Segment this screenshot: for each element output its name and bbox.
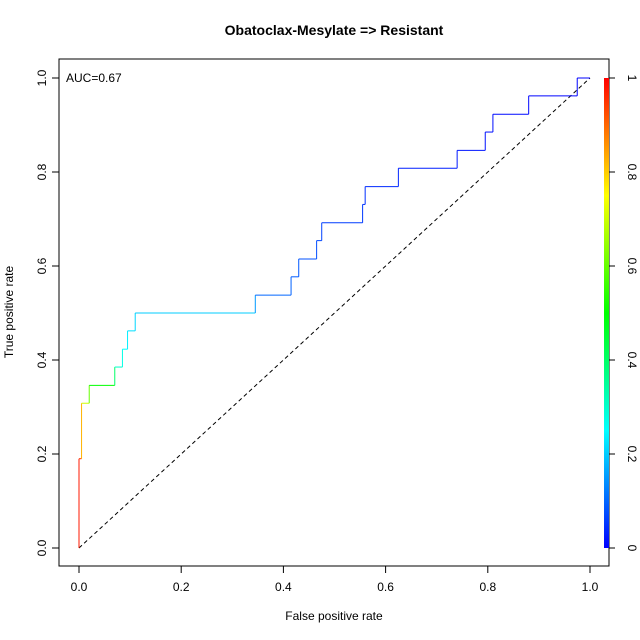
x-axis-label: False positive rate — [285, 609, 383, 623]
colorbar — [604, 78, 609, 548]
y-axis: 0.0 0.2 0.4 0.6 0.8 1.0 — [35, 69, 60, 556]
y-tick-label: 0.4 — [35, 351, 49, 368]
colorbar-tick-label: 0.4 — [625, 352, 639, 369]
y-tick-label: 0.0 — [35, 539, 49, 556]
auc-annotation: AUC=0.67 — [66, 71, 122, 85]
x-tick-label: 1.0 — [582, 580, 599, 594]
colorbar-axis: 0 0.2 0.4 0.6 0.8 1 — [609, 75, 639, 552]
colorbar-tick-label: 0.8 — [625, 164, 639, 181]
y-tick-label: 0.6 — [35, 257, 49, 274]
x-tick-label: 0.4 — [275, 580, 292, 594]
chart-title: Obatoclax-Mesylate => Resistant — [225, 22, 444, 38]
x-tick-label: 0.8 — [479, 580, 496, 594]
colorbar-tick-label: 0.6 — [625, 258, 639, 275]
x-tick-label: 0.2 — [173, 580, 190, 594]
colorbar-tick-label: 0 — [625, 545, 639, 552]
colorbar-tick-label: 0.2 — [625, 446, 639, 463]
x-axis: 0.0 0.2 0.4 0.6 0.8 1.0 — [71, 565, 599, 594]
x-tick-label: 0.6 — [377, 580, 394, 594]
colorbar-tick-label: 1 — [625, 75, 639, 82]
roc-curve — [78, 77, 590, 548]
chance-diagonal-line — [78, 77, 591, 549]
y-tick-label: 1.0 — [35, 69, 49, 86]
series-layer — [78, 77, 591, 549]
x-tick-label: 0.0 — [71, 580, 88, 594]
y-tick-label: 0.8 — [35, 163, 49, 180]
y-axis-label: True positive rate — [2, 266, 16, 359]
y-tick-label: 0.2 — [35, 445, 49, 462]
